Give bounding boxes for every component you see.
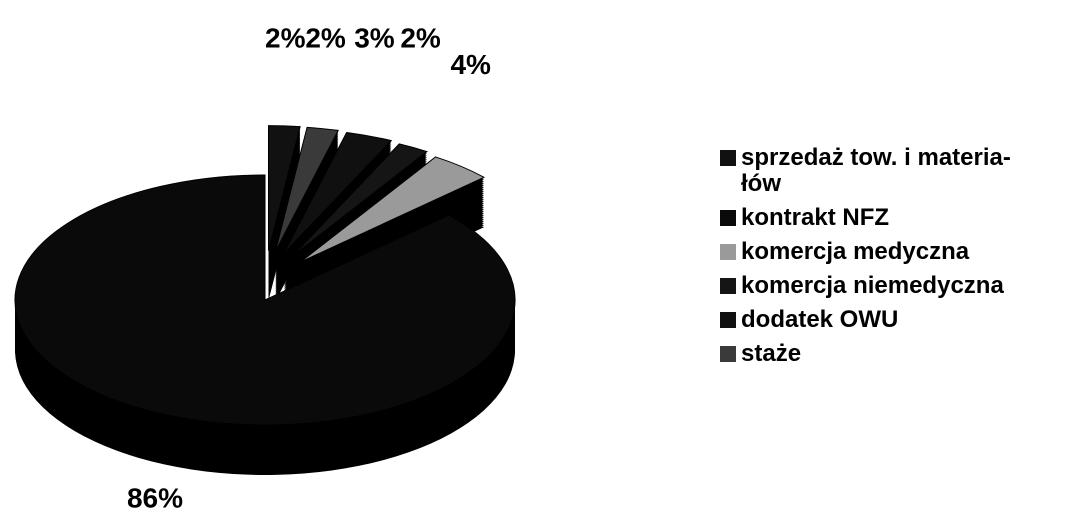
legend-label: kontrakt NFZ: [741, 204, 890, 231]
legend-item: komercja niemedyczna: [720, 273, 1070, 299]
slice: [291, 143, 428, 258]
data-label: 86%: [127, 482, 183, 513]
legend-swatch: [720, 312, 736, 328]
legend-item: sprzedaż tow. i materia- łów: [720, 145, 1070, 197]
data-label: 4%: [450, 49, 491, 80]
legend-item: staże: [720, 341, 1070, 367]
data-label: 2%: [265, 22, 306, 53]
slice: [14, 174, 516, 426]
data-label: 2%: [400, 22, 441, 53]
legend-swatch: [720, 210, 736, 226]
data-label: 2%: [305, 22, 346, 53]
legend-label: komercja medyczna: [741, 238, 970, 265]
slice: [274, 126, 339, 252]
legend-item: kontrakt NFZ: [720, 205, 1070, 231]
slice: [300, 156, 486, 263]
legend-item: komercja medyczna: [720, 239, 1070, 265]
legend-item: dodatek OWU: [720, 307, 1070, 333]
legend-swatch: [720, 278, 736, 294]
legend-swatch: [720, 244, 736, 260]
legend-swatch: [720, 346, 736, 362]
legend: sprzedaż tow. i materia- łów kontrakt NFZ…: [720, 145, 1070, 375]
legend-label: sprzedaż tow. i materia- łów: [741, 144, 1011, 197]
data-label: 3%: [354, 22, 395, 53]
slice: [283, 131, 393, 254]
slice: [267, 125, 301, 251]
legend-label: dodatek OWU: [741, 306, 899, 333]
legend-label: staże: [741, 340, 802, 367]
pie-chart: 2%86%4%2%3%2%: [14, 22, 516, 513]
legend-swatch: [720, 150, 736, 166]
legend-label: komercja niemedyczna: [741, 272, 1004, 299]
